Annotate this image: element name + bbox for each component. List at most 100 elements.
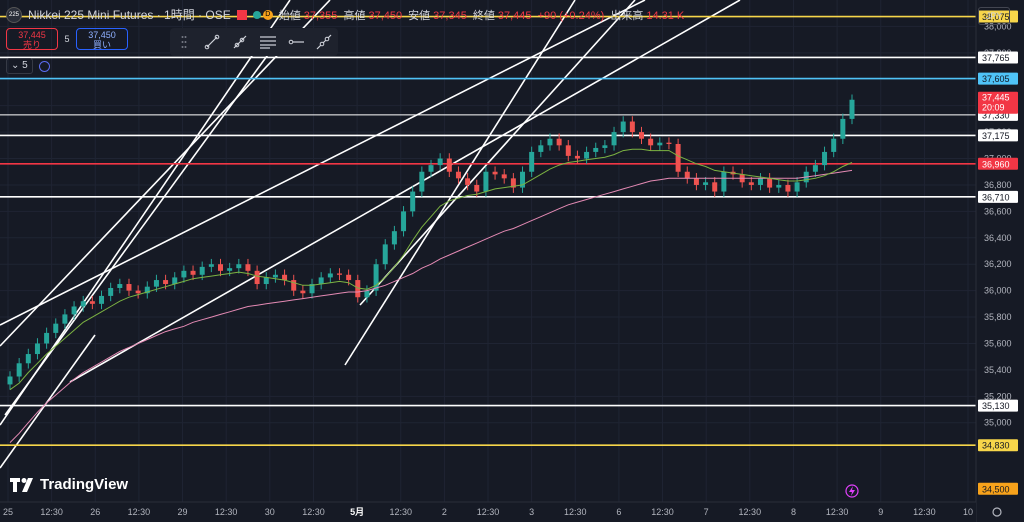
x-tick-label: 5月 [350,507,364,517]
candle-body [602,145,608,148]
candle-body [794,182,800,192]
candle-body [282,274,288,281]
sell-button[interactable]: 37,445 売り [6,28,58,50]
x-tick-label: 8 [791,507,796,517]
candle-body [126,284,132,291]
ohlc-values: 始値 37,355 高値 37,450 安値 37,345 終値 37,445 +90 … [279,7,688,23]
candle-body [62,314,68,324]
volume-value: 14.31 K [646,9,685,22]
moving-average-short [9,148,853,391]
trend-line [4,44,276,416]
buy-button[interactable]: 37,450 買い [76,28,128,50]
price-level-badge [978,129,1018,142]
horizontal-ray-tool-icon[interactable] [282,28,310,56]
extended-line-tool-icon[interactable] [310,28,338,56]
candle-body [291,280,297,291]
candle-body [391,231,397,245]
candle-body [520,171,526,188]
ray-tool-icon[interactable] [226,28,254,56]
candle-body [245,264,251,271]
candle-body [593,147,599,152]
candle-body [639,132,644,139]
price-level-label: 37,330 [982,110,1010,120]
parallel-channel-tool-icon[interactable] [254,28,282,56]
candle-body [510,178,516,188]
candle-body [419,171,425,192]
y-tick-label: 35,800 [984,312,1012,322]
x-tick-label: 12:30 [128,507,151,517]
price-level-label: 36,710 [982,192,1010,202]
trend-line-tool-icon[interactable] [198,28,226,56]
open-label: 始値 [278,9,301,22]
candle-body [117,284,123,288]
indicator-toggle[interactable]: ⌄ 5 [6,58,33,74]
candle-body [199,266,205,275]
candle-body [254,270,260,285]
candle-body [455,171,461,179]
trend-line [344,0,576,366]
x-tick-label: 6 [616,507,621,517]
drawing-toolbar [170,28,338,56]
candle-body [309,284,315,294]
last-price-label: 37,445 [982,93,1010,103]
tradingview-logo: TradingView [10,476,128,493]
candle-body [703,182,709,185]
price-level-badge [978,10,1018,23]
y-tick-label: 38,000 [984,21,1012,31]
drag-handle-icon[interactable] [170,28,198,56]
candle-body [648,138,654,146]
chart-header: 225 Nikkei 225 Mini Futures · 1時間 · OSE … [6,6,687,23]
candle-body [556,138,562,146]
chart-title[interactable]: Nikkei 225 Mini Futures · 1時間 · OSE [28,8,231,22]
candle-body [565,145,571,156]
chevron-down-icon: ⌄ [11,60,20,71]
candle-body [629,121,635,133]
candle-body [336,273,342,275]
spread-value: 5 [64,34,70,44]
price-level-badge [978,439,1018,452]
indicator-count: 5 [22,60,28,71]
candle-body [584,151,590,159]
candle-body [684,171,690,179]
candle-body [144,286,150,294]
low-value: 37,345 [433,9,467,22]
price-level-label: 38,075 [982,12,1010,22]
x-tick-label: 7 [704,507,709,517]
candle-body [812,165,818,172]
x-tick-label: 29 [178,507,188,517]
low-label: 安値 [408,9,431,22]
candle-body [153,280,159,287]
candle-body [840,118,846,139]
candle-body [538,145,544,152]
candle-body [675,143,681,172]
alert-flash-icon [845,484,859,498]
candle-body [327,273,333,278]
sell-label: 売り [22,40,41,50]
brand-name: TradingView [40,476,129,493]
symbol-badge[interactable]: 225 [6,6,22,23]
candle-body [410,191,416,212]
y-tick-label: 36,400 [984,233,1012,243]
candle-body [172,277,178,285]
candle-body [53,323,59,333]
candle-body [492,171,498,175]
status-letter: D [262,9,273,20]
candle-body [620,121,626,133]
candle-body [483,171,489,192]
sell-price: 37,445 [18,30,46,40]
flash-bolt-icon [849,486,855,496]
candle-body [272,274,278,278]
candle-body [346,274,352,281]
x-tick-label: 30 [265,507,275,517]
candle-body [785,184,791,192]
status-badge[interactable]: D [252,9,273,20]
currency-selector[interactable]: JPY [978,7,1010,25]
flag-icon[interactable] [236,9,247,20]
candle-body [135,290,141,294]
price-level-label: 37,765 [982,53,1010,63]
buy-label: 買い [92,40,111,50]
candle-body [25,354,31,364]
candle-body [44,332,50,344]
